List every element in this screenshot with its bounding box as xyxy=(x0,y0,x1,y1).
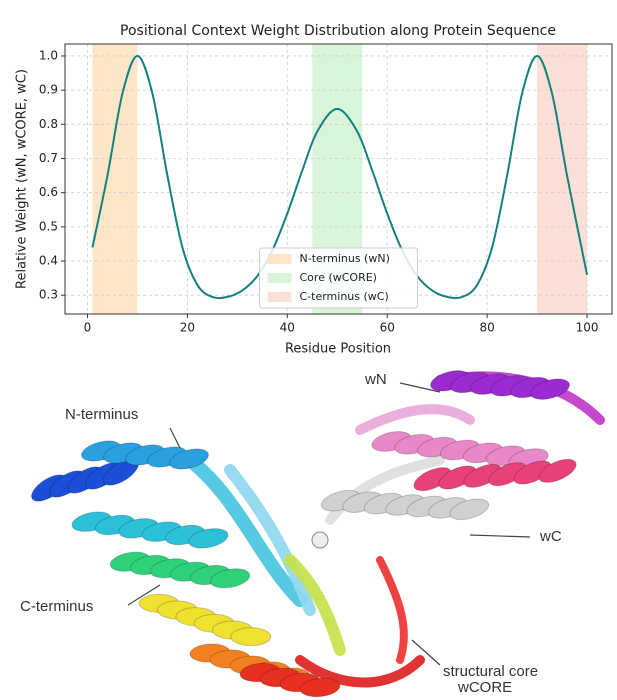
y-tick-label: 0.6 xyxy=(39,185,58,199)
legend-swatch xyxy=(267,254,292,264)
annotation-label: wN xyxy=(364,371,387,388)
x-tick-label: 40 xyxy=(280,321,295,335)
legend-label: N-terminus (wN) xyxy=(300,252,390,265)
legend-box xyxy=(259,247,418,309)
shaded-region xyxy=(92,44,138,314)
annotation-label: structural core xyxy=(443,663,538,680)
y-tick-label: 0.9 xyxy=(39,83,58,97)
shaded-region xyxy=(537,44,588,314)
leader-line xyxy=(469,534,531,538)
protein-illustration: wN N-terminus wC C-terminus structural corew… xyxy=(20,370,605,698)
legend-label: C-terminus (wC) xyxy=(300,290,389,303)
chart-title: Positional Context Weight Distribution a… xyxy=(120,23,556,39)
helix-turn xyxy=(299,677,341,698)
helix-turn xyxy=(230,627,272,647)
y-tick-label: 0.7 xyxy=(39,151,58,165)
x-tick-label: 60 xyxy=(380,321,395,335)
annotation-label: wC xyxy=(539,528,562,545)
beta-strand xyxy=(284,554,346,656)
core-atom xyxy=(311,531,329,549)
beta-strand xyxy=(355,404,475,435)
legend-swatch xyxy=(267,273,292,283)
helix-turn xyxy=(209,568,251,589)
x-axis-label: Residue Position xyxy=(285,342,391,357)
beta-strand xyxy=(183,453,307,607)
leader-line xyxy=(411,639,441,666)
x-tick-label: 0 xyxy=(84,321,92,335)
legend-swatch xyxy=(267,292,292,302)
beta-strand xyxy=(224,464,316,616)
leader-line xyxy=(127,584,161,606)
beta-strand xyxy=(295,655,425,688)
annotation-label: wCORE xyxy=(457,679,512,696)
annotation-label: N-terminus xyxy=(65,406,138,423)
y-tick-label: 0.8 xyxy=(39,117,58,131)
x-tick-label: 80 xyxy=(479,321,494,335)
plot-frame xyxy=(64,43,613,315)
helix-turn xyxy=(530,378,570,400)
y-tick-label: 0.4 xyxy=(39,254,58,268)
legend-label: Core (wCORE) xyxy=(300,271,377,284)
beta-strand xyxy=(376,556,408,664)
helix-turn xyxy=(169,448,209,470)
data-line xyxy=(91,54,589,300)
x-tick-label: 100 xyxy=(576,321,599,335)
y-tick-label: 0.3 xyxy=(39,288,58,302)
leader-line xyxy=(399,382,441,393)
helix-turn xyxy=(449,498,490,521)
annotation-label: C-terminus xyxy=(20,598,93,615)
y-tick-label: 0.5 xyxy=(39,219,58,233)
helix-turn xyxy=(538,458,577,483)
helix-turn xyxy=(188,528,229,549)
y-tick-label: 1.0 xyxy=(39,48,58,62)
legend: N-terminus (wN) Core (wCORE) C-terminus (w… xyxy=(259,247,418,309)
y-axis-label: Relative Weight (wN, wCORE, wC) xyxy=(15,69,30,289)
x-tick-label: 20 xyxy=(180,321,195,335)
